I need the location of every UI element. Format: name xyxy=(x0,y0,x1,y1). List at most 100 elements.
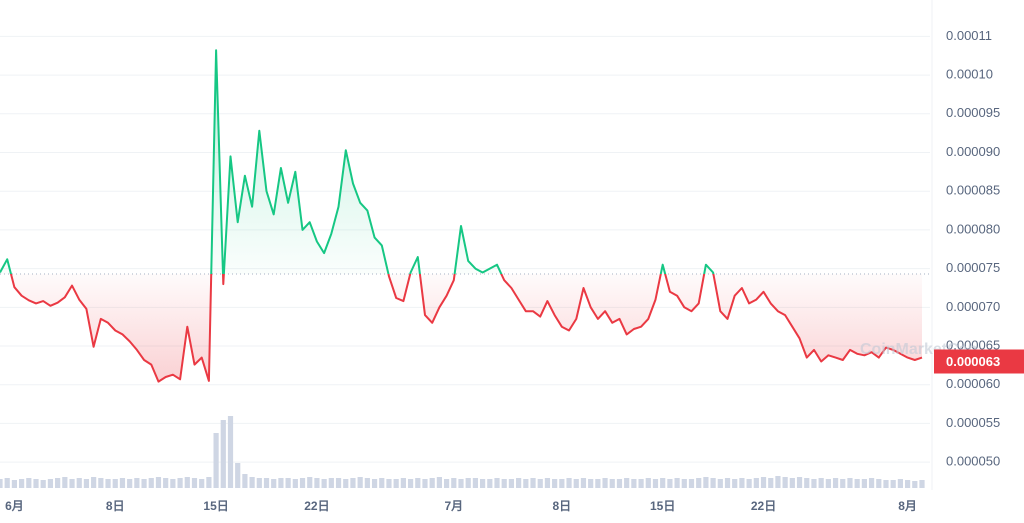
volume-bar xyxy=(379,478,385,488)
price-tag xyxy=(934,349,1024,374)
volume-bar xyxy=(76,478,82,488)
x-tick-label: 8日 xyxy=(553,499,572,513)
volume-bar xyxy=(580,478,587,488)
volume-bar xyxy=(119,478,126,488)
volume-bar xyxy=(760,477,767,488)
volume-bar xyxy=(364,478,370,488)
volume-bar xyxy=(516,478,522,488)
volume-bar xyxy=(350,478,356,488)
volume-bar xyxy=(883,480,889,488)
volume-bar xyxy=(508,479,515,488)
volume-bar xyxy=(782,477,788,488)
volume-bar xyxy=(552,479,558,488)
volume-bar xyxy=(573,479,579,488)
volume-bar xyxy=(919,480,925,488)
volume-bar xyxy=(83,479,90,488)
volume-bar xyxy=(566,478,572,488)
x-tick-label: 7月 xyxy=(444,499,463,513)
volume-bar xyxy=(501,479,507,488)
volume-bar xyxy=(559,479,565,488)
volume-bar xyxy=(343,479,349,488)
volume-bar xyxy=(278,478,284,488)
volume-bar xyxy=(127,479,133,488)
volume-bar xyxy=(861,479,867,488)
x-tick-label: 22日 xyxy=(304,499,329,513)
y-tick-label: 0.000075 xyxy=(946,260,1000,275)
volume-bar xyxy=(904,480,911,488)
volume-bar xyxy=(386,479,392,488)
volume-bar xyxy=(299,478,306,488)
volume-bar xyxy=(746,479,752,488)
volume-bar xyxy=(40,480,46,488)
x-tick-label: 22日 xyxy=(751,499,776,513)
y-tick-label: 0.000080 xyxy=(946,221,1000,236)
volume-bar xyxy=(631,479,637,488)
volume-bar xyxy=(393,479,399,488)
y-tick-label: 0.00011 xyxy=(946,28,992,43)
volume-bar xyxy=(256,478,262,488)
volume-bar xyxy=(199,479,205,488)
volume-bar xyxy=(407,479,414,488)
volume-bar xyxy=(227,416,234,488)
y-tick-label: 0.000070 xyxy=(946,299,1000,314)
volume-bar xyxy=(789,478,795,488)
y-tick-label: 0.000095 xyxy=(946,105,1000,120)
volume-bar xyxy=(141,479,147,488)
volume-bar xyxy=(33,479,39,488)
volume-bar xyxy=(415,478,421,488)
volume-bar xyxy=(69,479,75,488)
volume-bar xyxy=(422,479,428,488)
price-tag-label: 0.000063 xyxy=(946,354,1000,369)
x-tick-label: 8日 xyxy=(106,499,125,513)
volume-bar xyxy=(292,479,298,488)
volume-bar xyxy=(487,479,493,488)
volume-bar xyxy=(804,478,810,488)
volume-bar xyxy=(263,478,270,488)
volume-bar xyxy=(688,479,695,488)
volume-bar xyxy=(825,479,831,488)
volume-bar xyxy=(732,479,738,488)
volume-bar xyxy=(840,479,846,488)
volume-bar xyxy=(854,479,860,488)
y-tick-label: 0.00010 xyxy=(946,67,993,82)
volume-bar xyxy=(242,474,248,488)
volume-bar xyxy=(912,481,918,488)
volume-bar xyxy=(465,478,471,488)
volume-bar xyxy=(645,478,651,488)
volume-bar xyxy=(480,479,486,488)
volume-bar xyxy=(11,480,18,488)
volume-bar xyxy=(357,477,363,488)
volume-bar xyxy=(0,479,3,488)
volume-bar xyxy=(55,478,61,488)
volume-bar xyxy=(811,479,817,488)
volume-bar xyxy=(206,477,212,488)
volume-bar xyxy=(436,477,442,488)
area-down xyxy=(11,274,922,382)
volume-bar xyxy=(796,477,803,488)
volume-bar xyxy=(897,479,903,488)
volume-bar xyxy=(220,420,226,488)
volume-bar xyxy=(703,477,709,488)
volume-bar xyxy=(400,478,406,488)
volume-bar xyxy=(602,478,608,488)
x-tick-label: 15日 xyxy=(650,499,675,513)
volume-bar xyxy=(472,478,479,488)
volume-bar xyxy=(494,478,500,488)
volume-bar xyxy=(91,477,97,488)
volume-bar xyxy=(191,478,198,488)
volume-bar xyxy=(753,478,759,488)
volume-bar xyxy=(112,479,118,488)
volume-bar xyxy=(19,479,25,488)
y-tick-label: 0.000055 xyxy=(946,415,1000,430)
volume-bar xyxy=(660,478,666,488)
volume-bar xyxy=(775,476,781,488)
volume-bar xyxy=(307,477,313,488)
volume-bar xyxy=(235,463,241,488)
volume-bar xyxy=(335,478,342,488)
volume-bar xyxy=(523,479,529,488)
volume-bar xyxy=(62,477,68,488)
volume-bar xyxy=(616,479,623,488)
volume-bar xyxy=(148,478,154,488)
volume-bar xyxy=(652,479,659,488)
volume-bar xyxy=(674,478,680,488)
